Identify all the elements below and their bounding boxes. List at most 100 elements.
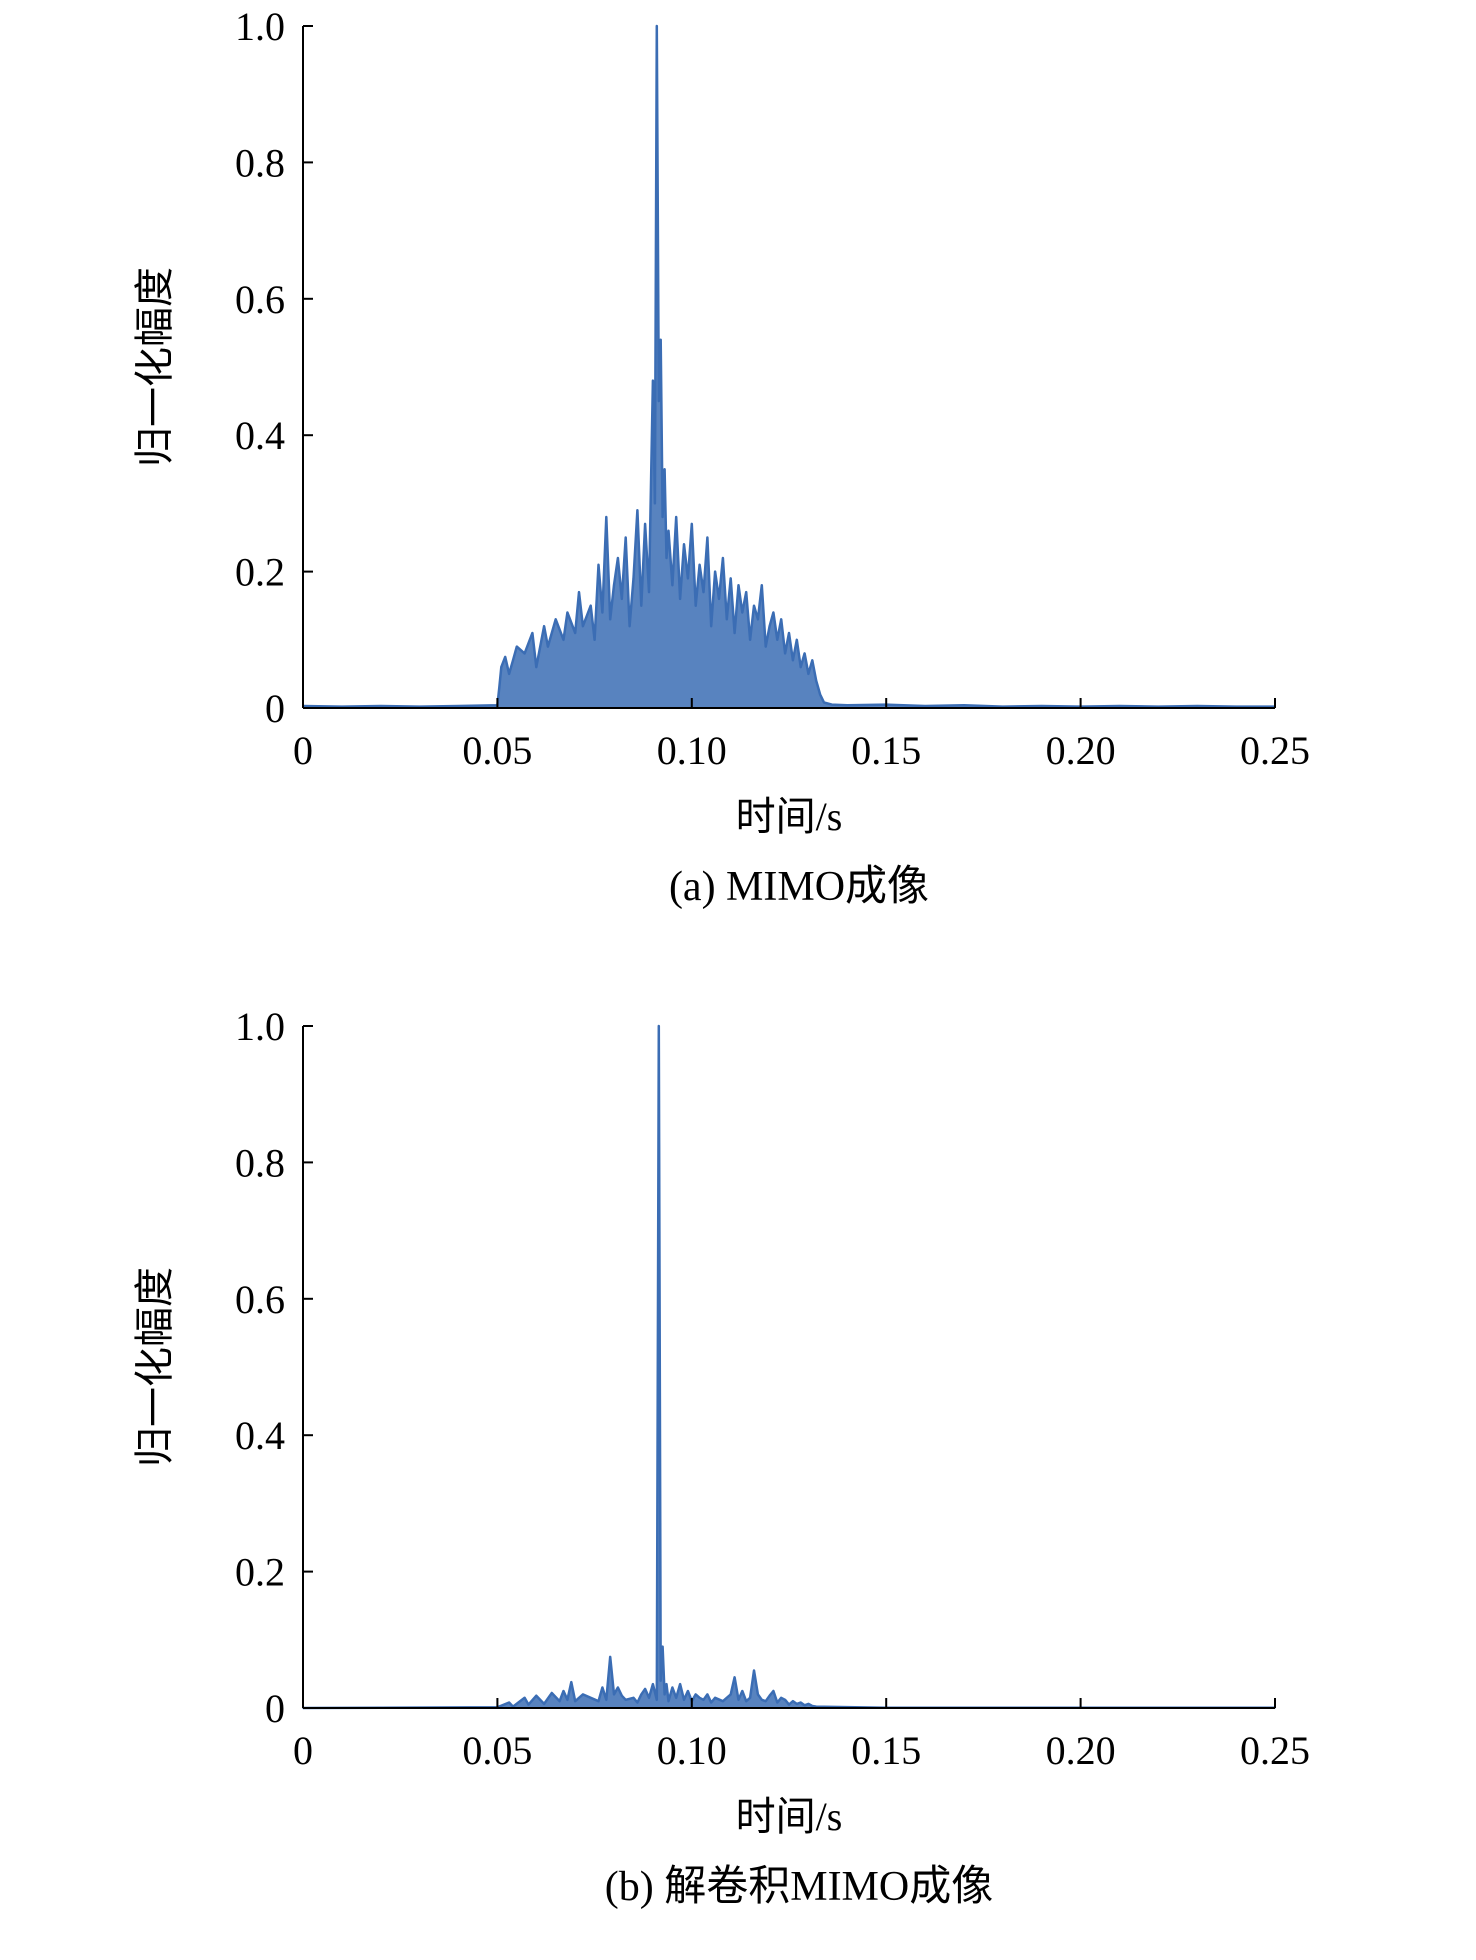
chart-a-series-0-line — [302, 24, 1275, 708]
chart-panel-a: 0 0.2 0.4 0.6 0.8 1.0 0 0.05 0.10 0.15 0.20 0.25 时间/… — [0, 0, 1476, 960]
chart-b-point-5 — [527, 1703, 530, 1706]
chart-a-point-79 — [792, 659, 794, 662]
chart-a-ytick-label-5: 1.0 — [235, 4, 285, 49]
chart-a-point-96 — [1118, 705, 1121, 707]
chart-a-point-29 — [613, 584, 615, 586]
chart-a-point-17 — [554, 618, 557, 621]
chart-a-point-50 — [679, 598, 681, 600]
chart-b-point-12 — [570, 1681, 573, 1683]
chart-b-x-axis-title: 时间/s — [736, 1794, 843, 1839]
chart-b-point-18 — [605, 1699, 608, 1701]
chart-a-point-57 — [706, 536, 709, 539]
chart-a-point-14 — [535, 666, 538, 668]
chart-b-point-31 — [658, 1025, 660, 1027]
chart-b-point-54 — [745, 1700, 747, 1702]
chart-a-point-92 — [963, 704, 965, 707]
chart-b-point-40 — [683, 1699, 685, 1701]
chart-b-point-51 — [733, 1676, 736, 1679]
chart-b-xtick-label-3: 0.15 — [851, 1728, 921, 1773]
chart-a-xtick-label-2: 0.10 — [657, 728, 727, 773]
chart-a-point-52 — [687, 577, 689, 580]
chart-a-point-34 — [632, 577, 635, 580]
chart-a-point-42 — [658, 400, 660, 402]
chart-b-point-7 — [543, 1703, 545, 1705]
chart-a-point-59 — [714, 570, 716, 573]
chart-a-point-11 — [516, 645, 518, 648]
chart-b-point-26 — [640, 1693, 643, 1696]
chart-a-xtick-label-5: 0.25 — [1240, 728, 1310, 773]
chart-b-point-39 — [679, 1683, 681, 1685]
chart-a-point-84 — [811, 659, 814, 662]
chart-a-point-56 — [702, 591, 705, 593]
chart-a-point-9 — [508, 673, 510, 675]
chart-b-point-72 — [815, 1705, 817, 1708]
chart-a-point-40 — [654, 502, 656, 505]
chart-a-point-28 — [609, 618, 611, 621]
chart-b-point-20 — [613, 1693, 615, 1696]
chart-a-ytick-label-3: 0.6 — [235, 277, 285, 322]
chart-a-ytick-label-1: 0.2 — [235, 550, 285, 595]
chart-a-ytick-label-0: 0 — [265, 686, 285, 731]
chart-a-point-47 — [667, 529, 670, 532]
chart-a-ytick-label-4: 0.8 — [235, 140, 285, 185]
chart-a-point-13 — [531, 632, 534, 634]
chart-a-point-46 — [665, 557, 668, 559]
chart-a-point-18 — [562, 639, 565, 641]
chart-a-point-39 — [652, 379, 654, 382]
chart-b-point-36 — [667, 1700, 670, 1702]
chart-a-point-8 — [504, 656, 507, 658]
chart-b-point-49 — [722, 1700, 724, 1702]
chart-b-ytick-label-4: 0.8 — [235, 1140, 285, 1185]
chart-a-point-41 — [656, 25, 658, 27]
chart-b-point-59 — [764, 1700, 767, 1702]
chart-b-point-68 — [799, 1701, 802, 1704]
chart-a-point-10 — [512, 659, 514, 662]
chart-b-ytick-label-2: 0.4 — [235, 1413, 285, 1458]
chart-a-xtick-label-4: 0.20 — [1046, 728, 1116, 773]
chart-a-point-27 — [605, 516, 608, 518]
chart-b-ytick-label-3: 0.6 — [235, 1277, 285, 1322]
chart-a-point-37 — [644, 523, 646, 525]
chart-a-point-35 — [636, 509, 639, 512]
chart-a-point-73 — [768, 625, 771, 627]
chart-a-svg: 0 0.2 0.4 0.6 0.8 1.0 0 0.05 0.10 0.15 0.20 0.25 时间/… — [132, 4, 1310, 910]
chart-a-point-20 — [574, 632, 576, 634]
chart-b-xtick-label-4: 0.20 — [1046, 1728, 1116, 1773]
chart-b-point-23 — [624, 1699, 627, 1701]
chart-b-point-15 — [589, 1697, 592, 1699]
chart-a-point-78 — [788, 632, 790, 634]
chart-a-point-24 — [593, 639, 596, 641]
chart-a-point-58 — [710, 625, 712, 627]
chart-b-caption: (b) 解卷积MIMO成像 — [605, 1864, 993, 1910]
chart-a-y-axis-title: 归一化幅度 — [132, 267, 177, 467]
chart-b-point-60 — [768, 1694, 771, 1697]
chart-a-point-25 — [597, 564, 600, 566]
chart-b-point-37 — [671, 1686, 674, 1689]
chart-b-point-57 — [757, 1693, 759, 1696]
chart-a-point-74 — [772, 611, 775, 614]
chart-b-point-56 — [753, 1669, 755, 1672]
chart-a-point-16 — [547, 645, 549, 648]
chart-b-point-38 — [675, 1697, 677, 1699]
chart-a-point-81 — [799, 666, 802, 668]
chart-a-xtick-label-3: 0.15 — [851, 728, 921, 773]
chart-a-point-22 — [582, 625, 584, 627]
chart-panel-b: 0 0.2 0.4 0.6 0.8 1.0 0 0.05 0.10 0.15 0.20 0.25 时间/… — [0, 1000, 1476, 1960]
chart-a-point-77 — [784, 652, 786, 655]
chart-a-point-55 — [698, 564, 701, 566]
chart-b-point-71 — [811, 1705, 814, 1707]
chart-b-point-69 — [803, 1704, 806, 1707]
chart-a-point-15 — [543, 625, 545, 627]
chart-b-point-25 — [636, 1701, 639, 1704]
chart-b-ytick-label-5: 1.0 — [235, 1004, 285, 1049]
chart-b-point-67 — [796, 1703, 798, 1705]
chart-a-point-68 — [749, 639, 751, 641]
chart-b-point-45 — [702, 1699, 705, 1701]
chart-b-point-46 — [706, 1693, 709, 1696]
chart-b-ytick-label-0: 0 — [265, 1686, 285, 1731]
chart-a-point-87 — [823, 701, 825, 704]
chart-b-point-34 — [663, 1693, 666, 1696]
chart-b-y-axis-title: 归一化幅度 — [132, 1267, 177, 1467]
chart-a-point-98 — [1196, 705, 1198, 707]
chart-b-series-0-line — [302, 1024, 1275, 1710]
